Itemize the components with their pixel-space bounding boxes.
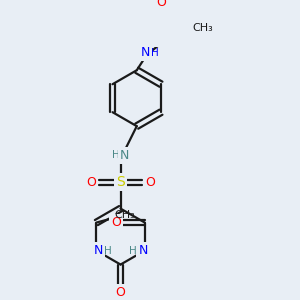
Text: N: N: [93, 244, 103, 257]
Text: N: N: [140, 46, 150, 59]
Text: O: O: [145, 176, 155, 189]
Text: N: N: [138, 244, 148, 257]
Text: CH₃: CH₃: [115, 210, 136, 220]
Text: S: S: [116, 175, 125, 189]
Text: H: H: [104, 246, 112, 256]
Text: H: H: [112, 150, 120, 161]
Text: CH₃: CH₃: [193, 23, 214, 33]
Text: H: H: [152, 48, 159, 58]
Text: O: O: [157, 0, 166, 9]
Text: O: O: [116, 286, 125, 299]
Text: O: O: [86, 176, 96, 189]
Text: O: O: [112, 216, 121, 229]
Text: H: H: [129, 246, 137, 256]
Text: N: N: [120, 149, 130, 162]
